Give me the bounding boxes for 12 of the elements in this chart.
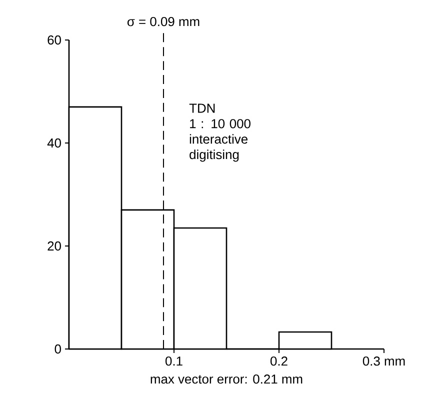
x-tick-label: 0.3 mm xyxy=(362,356,405,366)
x-axis-title: max vector error: 0.21 mm xyxy=(150,374,302,384)
x-tick-label: 0.2 xyxy=(270,356,288,366)
y-tick-label: 40 xyxy=(47,138,61,148)
y-tick-label: 0 xyxy=(54,344,61,354)
y-tick-label: 60 xyxy=(48,35,61,45)
y-tick-label: 20 xyxy=(48,241,61,251)
annotation: TDN xyxy=(189,104,215,113)
annotation: interactive digitising xyxy=(190,134,248,162)
ref-line-label: σ = 0.09 mm xyxy=(127,17,200,26)
annotation: 1 : 10 000 xyxy=(190,119,250,128)
x-tick-label: 0.1 xyxy=(166,356,182,366)
